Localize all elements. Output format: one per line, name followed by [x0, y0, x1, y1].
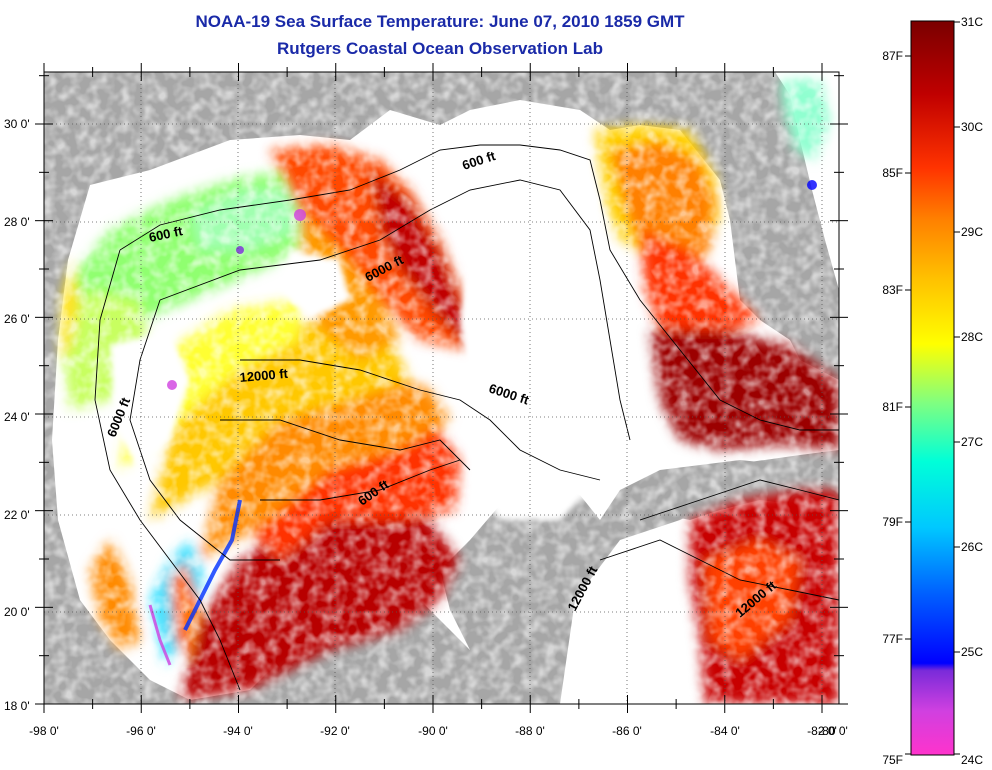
map-title: NOAA-19 Sea Surface Temperature: June 07…: [195, 12, 685, 31]
fahrenheit-label: 85F: [882, 166, 903, 180]
map-gridlines: [44, 72, 839, 704]
lat-label: 30 0': [4, 117, 30, 131]
bathymetry-contours: [94, 144, 839, 691]
lon-label: -90 0': [418, 724, 448, 738]
lon-label: -98 0': [29, 724, 59, 738]
temperature-colorbar: 31C 30C 29C 28C 27C 26C 25C 24C 87F 85F …: [882, 15, 983, 767]
lat-label: 28 0': [4, 215, 30, 229]
lon-label: -88 0': [515, 724, 545, 738]
celsius-label: 28C: [961, 330, 983, 344]
celsius-label: 31C: [961, 15, 983, 29]
fahrenheit-label: 77F: [882, 632, 903, 646]
colorbar-gradient: [910, 20, 955, 756]
fahrenheit-label: 79F: [882, 515, 903, 529]
fahrenheit-label: 75F: [882, 753, 903, 767]
lat-label: 18 0': [4, 699, 30, 713]
contour-label: 600 ft: [148, 223, 185, 245]
latitude-axis: 30 0' 28 0' 26 0' 24 0' 22 0' 20 0' 18 0…: [4, 117, 30, 713]
sst-data-layer: [44, 72, 839, 704]
lon-label: -86 0': [612, 724, 642, 738]
longitude-axis: -98 0' -96 0' -94 0' -92 0' -90 0' -88 0…: [29, 724, 848, 738]
plot-frame: [43, 71, 840, 705]
celsius-label: 24C: [961, 753, 983, 767]
lat-label: 22 0': [4, 508, 30, 522]
celsius-label: 27C: [961, 435, 983, 449]
celsius-label: 30C: [961, 120, 983, 134]
lat-label: 20 0': [4, 605, 30, 619]
fahrenheit-label: 81F: [882, 400, 903, 414]
axis-ticks: [35, 63, 848, 713]
lat-label: 24 0': [4, 410, 30, 424]
lat-label: 26 0': [4, 312, 30, 326]
contour-label: 12000 ft: [239, 366, 289, 385]
celsius-label: 29C: [961, 225, 983, 239]
lon-label: -92 0': [320, 724, 350, 738]
lon-label: -94 0': [223, 724, 253, 738]
fahrenheit-label: 83F: [882, 283, 903, 297]
lon-label: -82 0': [807, 724, 837, 738]
map-subtitle: Rutgers Coastal Ocean Observation Lab: [277, 39, 603, 58]
fahrenheit-label: 87F: [882, 49, 903, 63]
celsius-label: 25C: [961, 645, 983, 659]
celsius-label: 26C: [961, 540, 983, 554]
lon-label: -80 0': [818, 724, 848, 738]
lon-label: -84 0': [710, 724, 740, 738]
lon-label: -96 0': [126, 724, 156, 738]
